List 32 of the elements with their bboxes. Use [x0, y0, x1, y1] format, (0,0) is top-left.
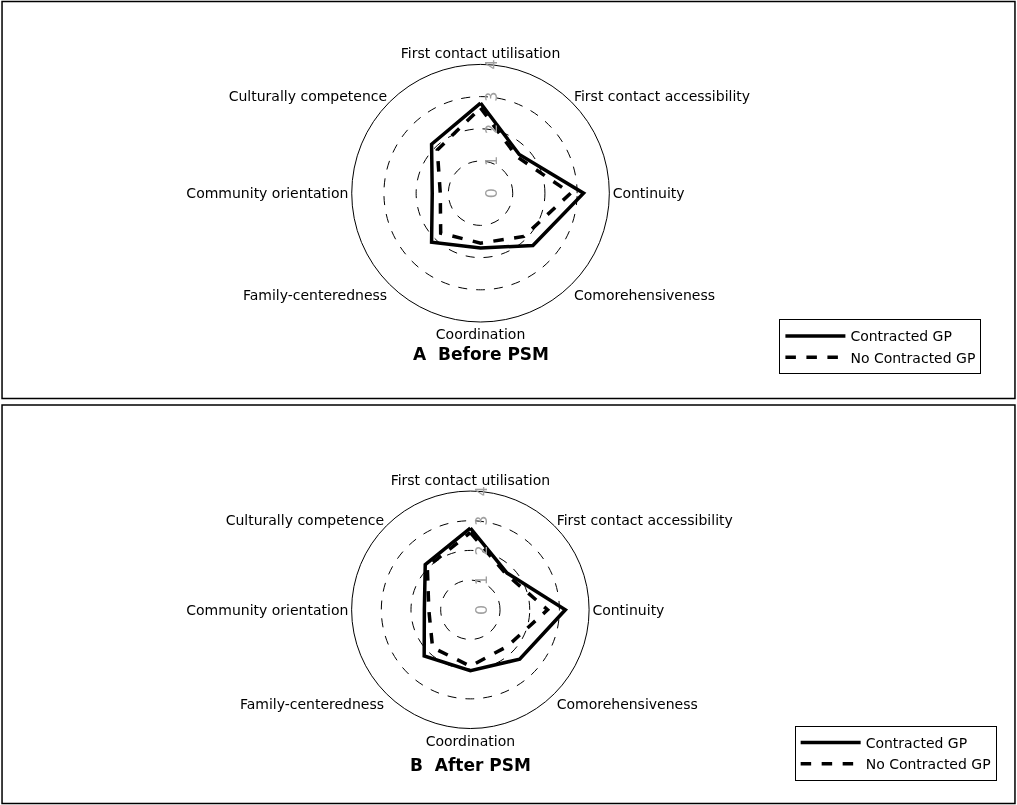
y-tick-label: 4 — [482, 59, 502, 70]
spoke-label: Culturally competence — [228, 88, 388, 105]
text: A Before PSM — [413, 344, 550, 364]
y-tick-label: 1 — [482, 155, 502, 167]
spoke-label: Coordination — [435, 326, 526, 343]
spoke-label: Comorehensiveness — [556, 696, 698, 713]
spoke-label: Community orientation — [186, 601, 349, 618]
spoke-label: Comorehensiveness — [573, 286, 716, 303]
spoke-label: First contact accessibility — [556, 511, 733, 528]
y-tick-label: 3 — [471, 515, 491, 526]
y-tick-label: 4 — [471, 485, 491, 497]
spoke-label: Continuity — [612, 185, 685, 202]
legend-label: Contracted GP — [850, 328, 952, 345]
spoke-label: Continuity — [592, 601, 665, 618]
spoke-label: Family-centeredness — [239, 696, 385, 713]
y-tick-label: 0 — [482, 188, 502, 199]
text: B After PSM — [410, 755, 531, 775]
y-tick-label: 2 — [471, 545, 491, 556]
y-tick-label: 3 — [482, 91, 502, 102]
spoke-label: First contact utilisation — [400, 45, 561, 62]
legend-label: No Contracted GP — [865, 756, 991, 773]
spoke-label: Community orientation — [186, 185, 349, 202]
spoke-label: First contact utilisation — [390, 471, 551, 488]
y-tick-label: 2 — [482, 123, 502, 134]
spoke-label: Coordination — [425, 732, 516, 749]
spoke-label: Culturally competence — [225, 511, 385, 528]
spoke-label: First contact accessibility — [573, 88, 751, 105]
y-tick-label: 0 — [471, 604, 491, 615]
legend-label: No Contracted GP — [850, 349, 976, 366]
legend-label: Contracted GP — [865, 734, 968, 751]
y-tick-label: 1 — [471, 575, 491, 586]
spoke-label: Family-centeredness — [242, 286, 388, 303]
